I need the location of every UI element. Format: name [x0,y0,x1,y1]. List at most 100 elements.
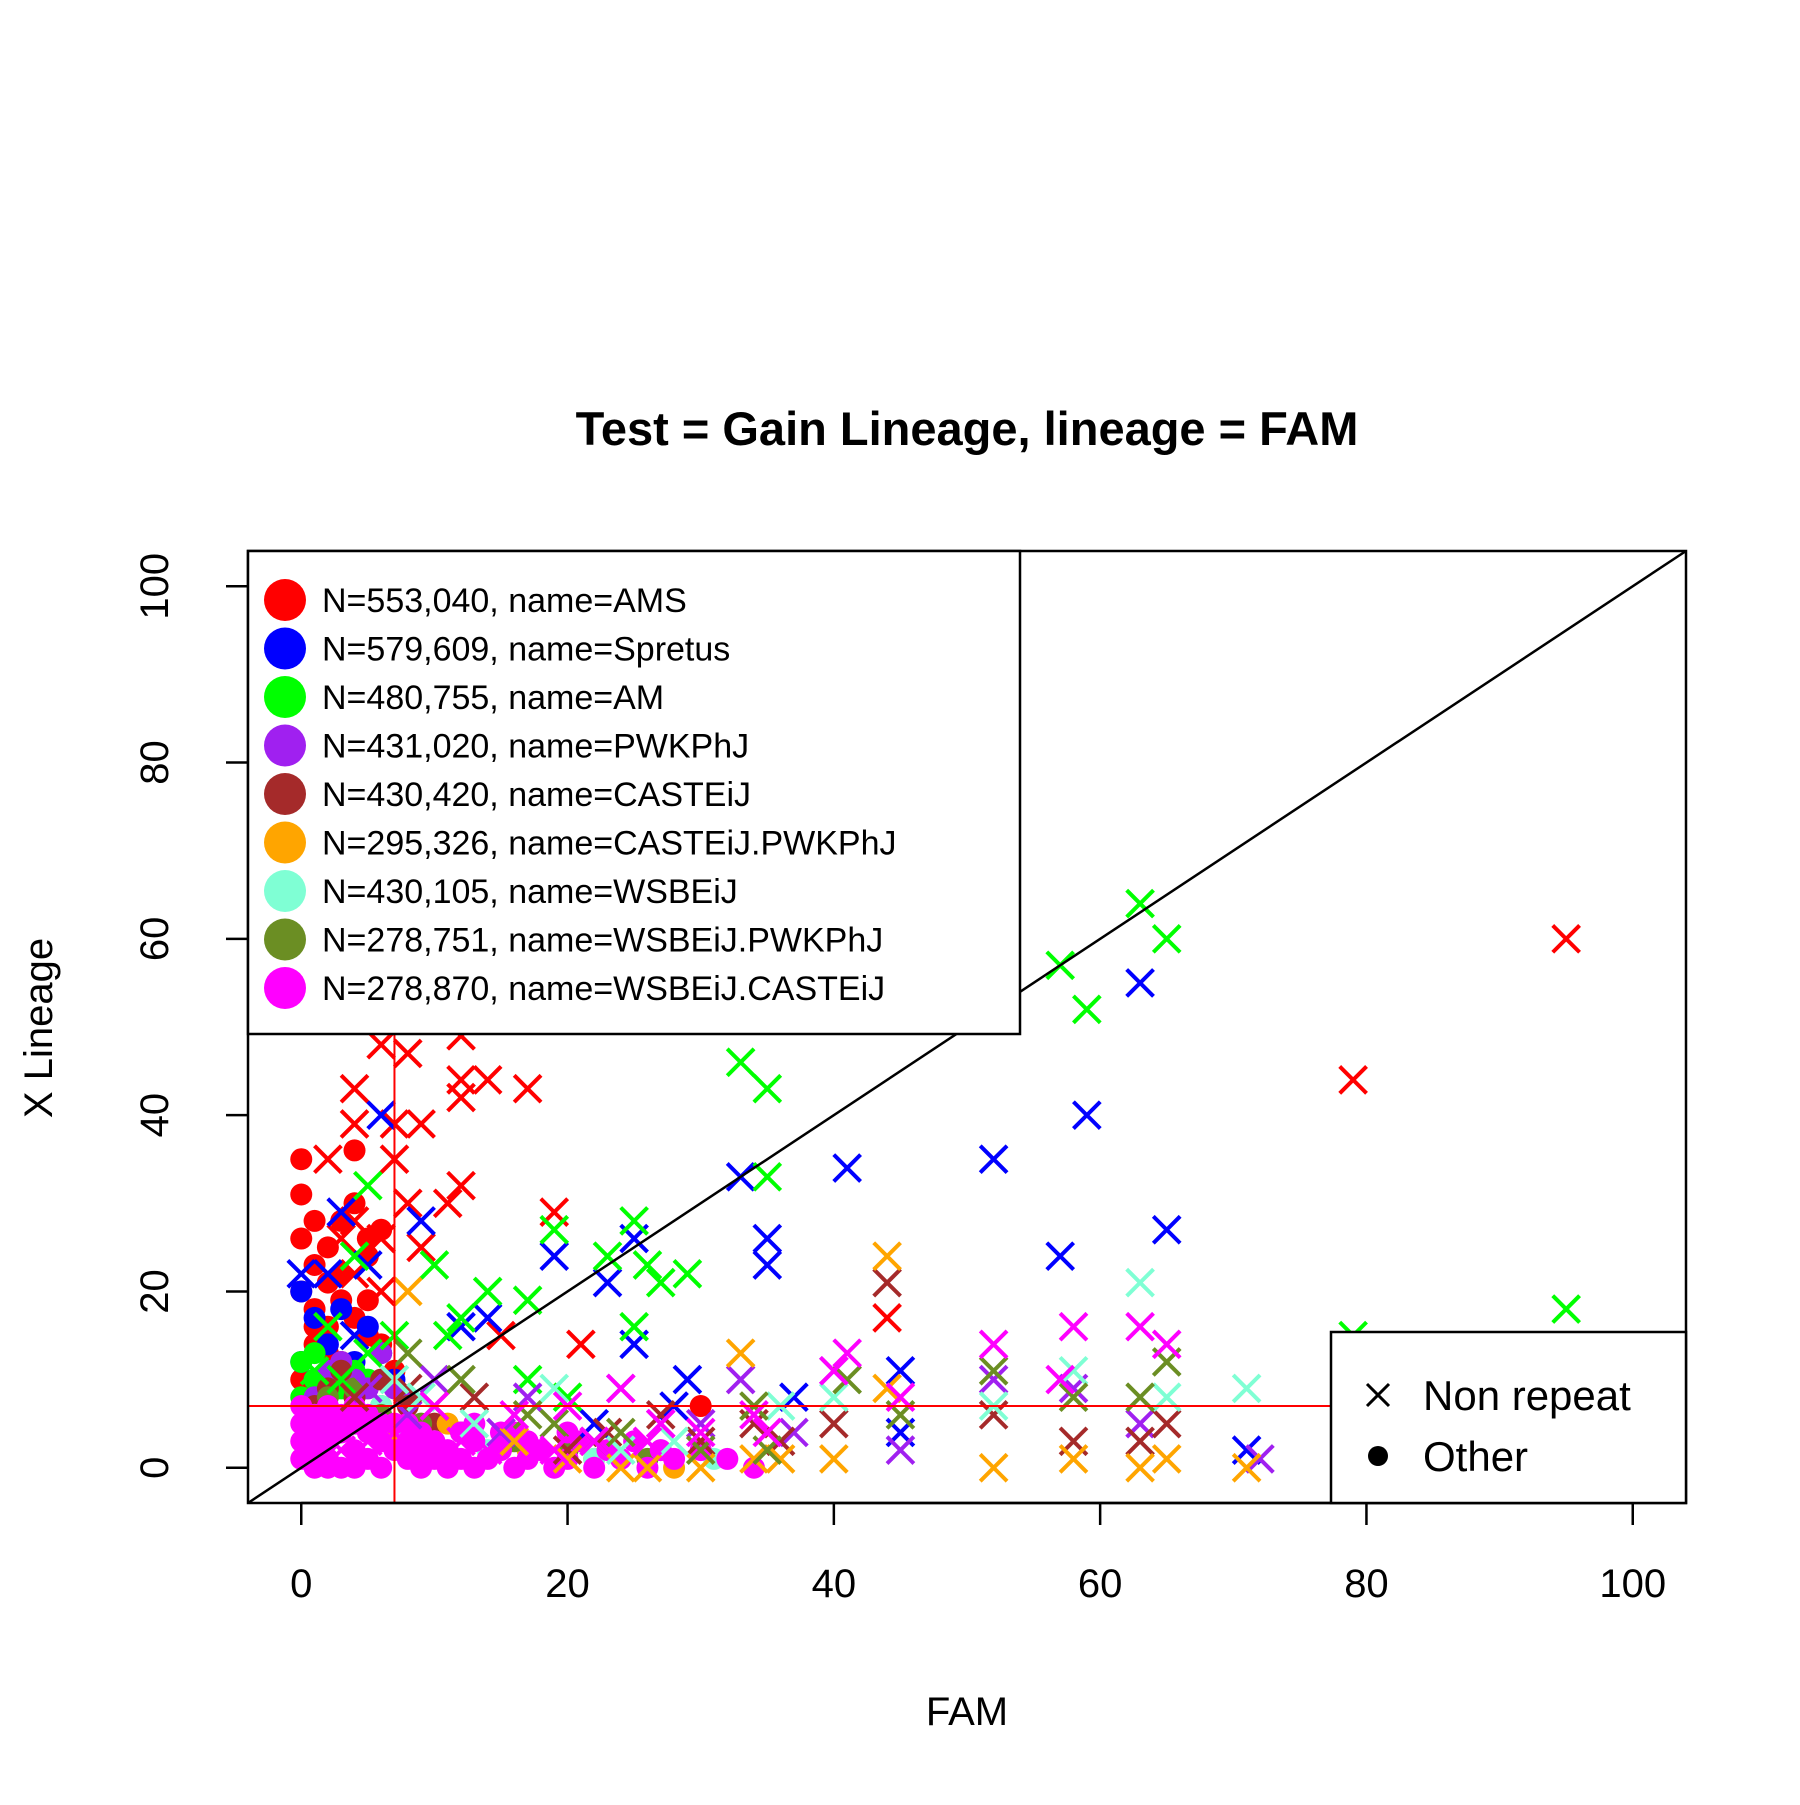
data-point-nonrepeat-2-4 [1151,924,1182,954]
shape-legend-box [1329,1330,1688,1505]
data-point-nonrepeat-1-12 [752,1223,783,1254]
x-axis-label: FAM [926,1690,1008,1734]
data-point-nonrepeat-2-14 [672,1258,703,1289]
data-point-nonrepeat-5-13 [392,1276,423,1307]
data-point-nonrepeat-3-4 [978,1364,1009,1395]
data-point-nonrepeat-7-9 [539,1408,570,1439]
data-point-nonrepeat-1-20 [672,1364,703,1395]
data-point-other-0-0 [290,1148,313,1171]
data-point-nonrepeat-2-7 [725,1047,756,1078]
data-point-nonrepeat-6-1 [1231,1373,1262,1404]
data-point-nonrepeat-7-8 [605,1417,636,1448]
data-point-other-8-48 [716,1447,739,1470]
data-point-nonrepeat-0-16 [392,1038,423,1069]
data-point-other-8-58 [316,1456,339,1479]
data-point-nonrepeat-2-11 [619,1206,649,1236]
data-point-nonrepeat-2-19 [432,1320,463,1351]
legend-marker-6 [264,870,306,912]
data-point-other-0-4 [316,1236,339,1259]
data-point-nonrepeat-1-15 [1151,1214,1182,1245]
data-point-nonrepeat-7-1 [978,1355,1009,1386]
data-point-nonrepeat-0-20 [472,1065,503,1095]
shape-legend: Non repeat Other [1329,1330,1688,1505]
data-point-nonrepeat-3-11 [486,1417,516,1448]
data-point-nonrepeat-8-4 [832,1338,862,1368]
data-point-nonrepeat-5-9 [765,1444,796,1474]
data-point-nonrepeat-2-8 [752,1073,783,1104]
data-point-other-0-11 [356,1289,379,1312]
data-point-other-1-5 [356,1315,379,1338]
data-point-nonrepeat-5-16 [739,1444,769,1474]
data-point-nonrepeat-3-9 [885,1435,916,1465]
data-point-nonrepeat-5-2 [872,1373,902,1404]
data-point-other-1-0 [290,1280,313,1303]
data-point-nonrepeat-0-41 [326,1223,357,1254]
data-point-nonrepeat-1-9 [832,1153,862,1183]
data-point-nonrepeat-1-26 [446,1311,476,1342]
data-point-other-8-64 [556,1421,579,1444]
data-point-nonrepeat-2-12 [632,1250,663,1280]
shape-legend-label-0: Non repeat [1423,1372,1631,1419]
data-point-other-1-1 [303,1306,326,1329]
data-point-nonrepeat-8-5 [819,1355,849,1386]
legend-label-0: N=553,040, name=AMS [322,582,687,620]
data-point-nonrepeat-0-31 [339,1206,370,1236]
data-point-nonrepeat-0-42 [366,1276,396,1307]
data-point-nonrepeat-3-15 [353,1373,383,1404]
data-point-nonrepeat-1-14 [1045,1241,1076,1272]
y-tick-label-5: 100 [133,553,177,620]
cross-legend-icon [1365,1382,1391,1408]
data-point-nonrepeat-2-13 [645,1267,676,1298]
x-tick-label-3: 60 [1078,1562,1123,1606]
data-point-nonrepeat-8-20 [539,1435,570,1465]
data-point-nonrepeat-0-40 [392,1188,423,1219]
legend-label-8: N=278,870, name=WSBEiJ.CASTEiJ [322,970,885,1008]
data-point-nonrepeat-5-5 [1058,1444,1089,1474]
data-point-nonrepeat-8-21 [472,1435,503,1465]
legend-label-2: N=480,755, name=AM [322,679,664,717]
data-point-nonrepeat-0-24 [406,1109,436,1139]
data-point-nonrepeat-2-0 [1125,888,1155,919]
data-point-nonrepeat-2-9 [752,1162,783,1192]
legend-marker-3 [264,724,306,767]
x-tick-label-4: 80 [1344,1562,1389,1606]
data-point-nonrepeat-0-34 [566,1329,596,1360]
data-point-nonrepeat-1-25 [472,1303,503,1333]
data-point-nonrepeat-6-9 [459,1408,490,1439]
y-tick-label-2: 40 [133,1093,177,1138]
data-point-nonrepeat-1-4 [286,1258,317,1289]
legend-marker-2 [264,676,306,718]
data-point-nonrepeat-5-4 [978,1452,1009,1483]
data-point-nonrepeat-5-15 [552,1444,583,1474]
data-point-nonrepeat-5-8 [1231,1452,1262,1483]
legend-label-7: N=278,751, name=WSBEiJ.PWKPhJ [322,922,883,960]
data-point-nonrepeat-2-31 [619,1311,649,1342]
y-tick-label-1: 20 [133,1269,177,1314]
data-point-nonrepeat-1-29 [339,1320,370,1351]
data-point-nonrepeat-1-24 [885,1355,916,1386]
legend-box [246,549,1022,1036]
x-tick-label-2: 40 [812,1562,857,1606]
data-point-nonrepeat-0-32 [366,1223,396,1254]
data-point-nonrepeat-5-11 [632,1452,663,1483]
data-point-nonrepeat-2-21 [353,1170,383,1201]
y-tick-label-4: 80 [133,740,177,785]
data-point-nonrepeat-8-12 [605,1373,636,1404]
data-point-nonrepeat-1-3 [353,1250,383,1280]
data-point-nonrepeat-0-28 [446,1170,476,1201]
data-point-nonrepeat-7-12 [392,1338,423,1368]
data-point-nonrepeat-1-2 [406,1206,436,1236]
data-point-nonrepeat-4-4 [1125,1426,1155,1457]
data-point-nonrepeat-1-7 [1125,968,1155,998]
data-point-nonrepeat-0-29 [432,1188,463,1219]
data-point-nonrepeat-8-3 [978,1329,1009,1360]
data-point-nonrepeat-5-3 [819,1444,849,1474]
data-point-other-0-21 [303,1254,326,1276]
data-point-nonrepeat-2-32 [299,1355,330,1386]
data-point-nonrepeat-2-20 [446,1303,476,1333]
data-point-nonrepeat-0-22 [339,1109,370,1139]
data-point-nonrepeat-2-16 [419,1250,450,1280]
data-point-nonrepeat-5-6 [1125,1452,1155,1483]
